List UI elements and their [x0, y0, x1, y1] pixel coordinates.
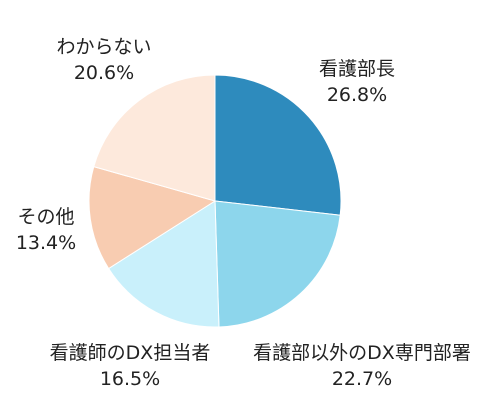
slice-percent: 20.6%: [73, 62, 135, 84]
slice-label-dx-department: 看護部以外のDX専門部署 22.7%: [253, 340, 471, 392]
slice-label-nurse-director: 看護部長 26.8%: [319, 56, 395, 108]
slice-label-unknown: わからない 20.6%: [56, 34, 151, 86]
slice-percent: 26.8%: [326, 84, 388, 106]
slice-name: 看護部長: [318, 58, 396, 80]
pie-slice-nurse-director: [214, 74, 342, 216]
slice-percent: 16.5%: [99, 368, 161, 390]
slice-name: わからない: [56, 36, 152, 58]
slice-name: 看護師のDX担当者: [49, 342, 211, 364]
slice-name: その他: [17, 206, 75, 228]
slice-label-nurse-dx-staff: 看護師のDX担当者 16.5%: [50, 340, 211, 392]
slice-label-other: その他 13.4%: [16, 204, 76, 256]
pie-slice-nurse-dx-staff: [107, 200, 220, 328]
pie-slice-unknown: [93, 74, 216, 202]
slice-name: 看護部以外のDX専門部署: [253, 342, 471, 364]
slice-percent: 22.7%: [331, 368, 393, 390]
slice-percent: 13.4%: [15, 232, 77, 254]
pie-slice-dx-department: [214, 200, 341, 328]
